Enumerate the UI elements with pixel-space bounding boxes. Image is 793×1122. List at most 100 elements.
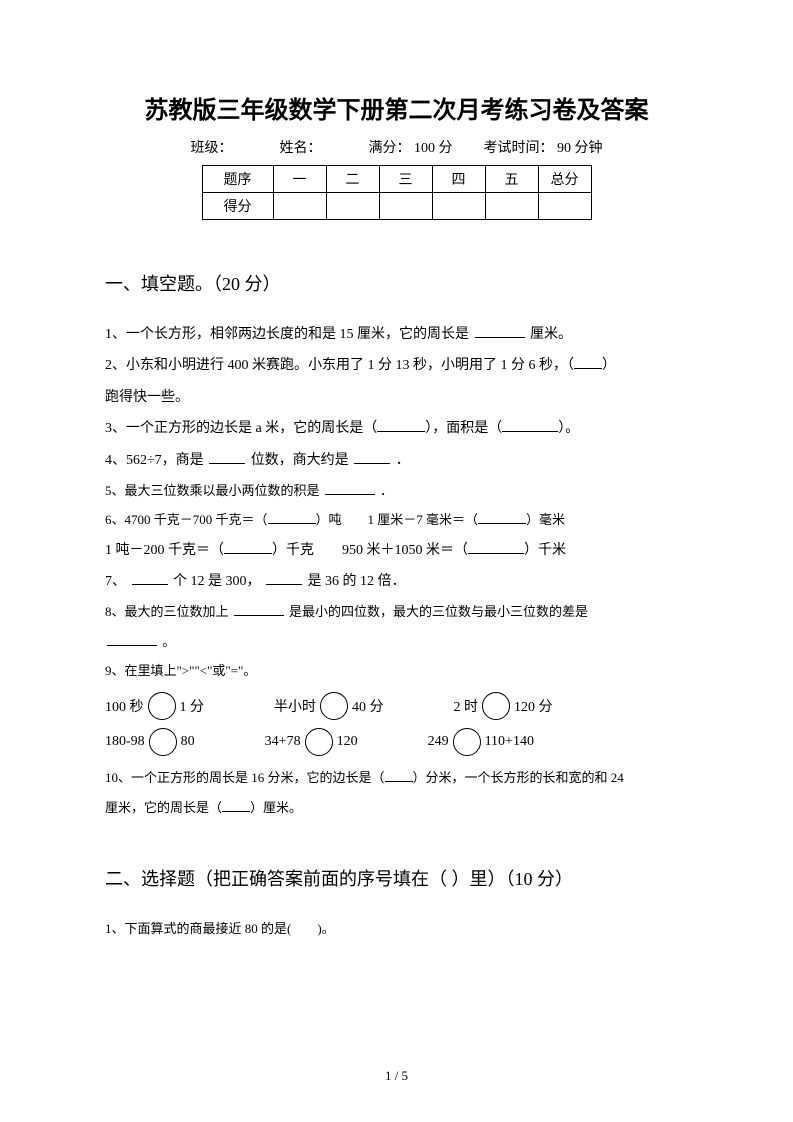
cmp-item: 半小时 40 分 [274, 692, 384, 720]
q5-text-a: 5、最大三位数乘以最小两位数的积是 [105, 483, 320, 498]
cmp-left: 249 [428, 734, 449, 750]
q2: 2、小东和小明进行 400 米赛跑。小东用了 1 分 13 秒，小明用了 1 分… [105, 351, 688, 380]
cmp-item: 100 秒 1 分 [105, 692, 204, 720]
q2-line2: 跑得快一些。 [105, 383, 688, 412]
td-blank [485, 193, 538, 220]
cmp-item: 2 时 120 分 [454, 692, 553, 720]
fill-blank[interactable] [224, 539, 272, 554]
th-2: 二 [326, 166, 379, 193]
cmp-left: 100 秒 [105, 696, 144, 716]
cmp-right: 80 [181, 734, 195, 750]
compare-circle[interactable] [148, 692, 176, 720]
cmp-left: 2 时 [454, 696, 479, 716]
q10-text-b: ）分米，一个长方形的长和宽的和 24 [413, 770, 624, 785]
td-blank [432, 193, 485, 220]
q4-text-c: ． [396, 453, 410, 468]
fill-blank[interactable] [222, 797, 250, 812]
fullscore-label: 满分： [369, 137, 411, 157]
q7-text-b: 个 12 是 300， [173, 574, 261, 589]
meta-line: 班级： 姓名： 满分： 100 分 考试时间： 90 分钟 [105, 137, 688, 157]
q10-text-a: 10、一个正方形的周长是 16 分米，它的边长是（ [105, 770, 385, 785]
compare-circle[interactable] [149, 728, 177, 756]
cmp-right: 40 分 [352, 696, 384, 716]
compare-circle[interactable] [482, 692, 510, 720]
fullscore-value: 100 分 [414, 137, 453, 157]
q6-text-a: 6、4700 千克－700 千克＝（ [105, 512, 268, 527]
cmp-item: 249 110+140 [428, 728, 534, 756]
section1-heading: 一、填空题。（20 分） [105, 270, 688, 296]
time-value: 90 分钟 [557, 137, 603, 157]
class-label: 班级： [191, 137, 233, 157]
cmp-item: 34+78 120 [265, 728, 358, 756]
fill-blank[interactable] [325, 480, 375, 495]
fill-blank[interactable] [266, 570, 302, 585]
time-label: 考试时间： [484, 137, 554, 157]
th-4: 四 [432, 166, 485, 193]
q1-text-b: 厘米。 [530, 327, 572, 342]
compare-row-2: 180-98 80 34+78 120 249 110+140 [105, 728, 688, 756]
compare-circle[interactable] [320, 692, 348, 720]
q8-text-b: 是最小的四位数，最大的三位数与最小三位数的差是 [289, 604, 588, 619]
fill-blank[interactable] [268, 509, 316, 524]
q6-text-f: ）千米 [524, 543, 566, 558]
q10-line1: 10、一个正方形的周长是 16 分米，它的边长是（ ）分米，一个长方形的长和宽的和… [105, 764, 688, 791]
q4: 4、562÷7，商是 位数，商大约是 ． [105, 446, 688, 475]
th-seq: 题序 [202, 166, 273, 193]
q7-text-c: 是 36 的 12 倍． [308, 574, 406, 589]
q6-text-b: ）吨 1 厘米－7 毫米＝（ [316, 512, 479, 527]
fill-blank[interactable] [385, 767, 413, 782]
cmp-right: 110+140 [485, 734, 534, 750]
table-row: 得分 [202, 193, 591, 220]
q5: 5、最大三位数乘以最小两位数的积是 ． [105, 477, 688, 504]
q4-text-a: 4、562÷7，商是 [105, 453, 204, 468]
fill-blank[interactable] [209, 449, 245, 464]
q10-text-d: ）厘米。 [250, 800, 302, 815]
th-total: 总分 [538, 166, 591, 193]
s2-q1: 1、下面算式的商最接近 80 的是( )。 [105, 915, 688, 942]
q8-text-a: 8、最大的三位数加上 [105, 604, 229, 619]
name-label: 姓名： [280, 137, 322, 157]
q3: 3、一个正方形的边长是 a 米，它的周长是（），面积是（）。 [105, 414, 688, 443]
th-1: 一 [273, 166, 326, 193]
fill-blank[interactable] [478, 509, 526, 524]
fill-blank[interactable] [377, 417, 425, 432]
q10-line2: 厘米，它的周长是（ ）厘米。 [105, 794, 688, 821]
q3-text-a: 3、一个正方形的边长是 a 米，它的周长是（ [105, 421, 377, 436]
fill-blank[interactable] [354, 449, 390, 464]
th-3: 三 [379, 166, 432, 193]
q4-text-b: 位数，商大约是 [251, 453, 349, 468]
cmp-left: 180-98 [105, 734, 145, 750]
q8-text-c: 。 [162, 634, 175, 649]
q8: 8、最大的三位数加上 是最小的四位数，最大的三位数与最小三位数的差是 [105, 598, 688, 625]
fill-blank[interactable] [502, 417, 558, 432]
q1-text-a: 1、一个长方形，相邻两边长度的和是 15 厘米，它的周长是 [105, 327, 469, 342]
fill-blank[interactable] [468, 539, 524, 554]
q8-line2: 。 [105, 628, 688, 655]
q5-text-b: ． [380, 483, 393, 498]
q6-text-d: 1 吨－200 千克＝（ [105, 543, 224, 558]
page-footer: 1 / 5 [0, 1068, 793, 1084]
td-blank [273, 193, 326, 220]
fill-blank[interactable] [475, 323, 525, 338]
compare-circle[interactable] [453, 728, 481, 756]
th-5: 五 [485, 166, 538, 193]
q1: 1、一个长方形，相邻两边长度的和是 15 厘米，它的周长是 厘米。 [105, 320, 688, 349]
compare-circle[interactable] [305, 728, 333, 756]
td-blank [379, 193, 432, 220]
score-table: 题序 一 二 三 四 五 总分 得分 [202, 165, 592, 220]
fill-blank[interactable] [132, 570, 168, 585]
q7-text-a: 7、 [105, 574, 126, 589]
cmp-left: 34+78 [265, 734, 301, 750]
q6-line2: 1 吨－200 千克＝（ ）千克 950 米＋1050 米＝（ ）千米 [105, 536, 688, 565]
q10-text-c: 厘米，它的周长是（ [105, 800, 222, 815]
q6-text-e: ）千克 950 米＋1050 米＝（ [272, 543, 468, 558]
q3-text-c: ）。 [558, 421, 579, 436]
fill-blank[interactable] [234, 601, 284, 616]
cmp-item: 180-98 80 [105, 728, 195, 756]
cmp-right: 120 分 [514, 696, 553, 716]
q6-text-c: ）毫米 [526, 512, 565, 527]
cmp-right: 120 [337, 734, 358, 750]
table-row: 题序 一 二 三 四 五 总分 [202, 166, 591, 193]
fill-blank[interactable] [574, 354, 602, 369]
fill-blank[interactable] [107, 631, 157, 646]
